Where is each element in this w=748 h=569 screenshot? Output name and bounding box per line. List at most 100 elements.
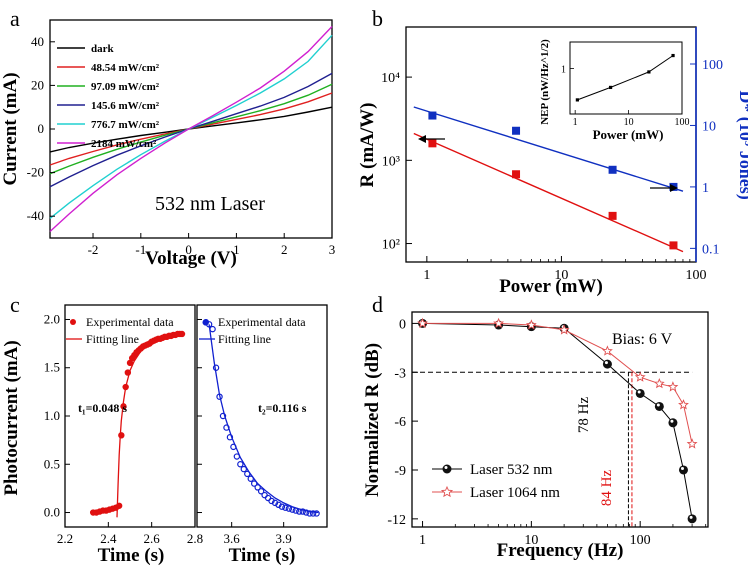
y-tick-label: 0 <box>38 121 45 136</box>
data-point-highlight <box>637 390 641 394</box>
x-axis-label-right: Time (s) <box>229 545 296 566</box>
legend-label: 2184 mW/cm² <box>91 138 157 150</box>
y-tick-label: 0.0 <box>44 505 60 520</box>
data-point-1064 <box>525 319 537 330</box>
panel-a: -2 -1 0 1 2 3 -40 -20 0 20 40 Voltage (V) Current … <box>0 19 336 269</box>
inset-point <box>608 85 613 90</box>
legend-fit-right: Fitting line <box>218 332 271 346</box>
x-tick-label: 100 <box>630 533 651 548</box>
inset-y-label: NEP (nW/Hz^1/2) <box>539 39 551 125</box>
x-tick-label: -2 <box>88 242 99 257</box>
series-line-0 <box>422 322 693 519</box>
x-tick-label: 3 <box>329 242 336 257</box>
legend-fit-left: Fitting line <box>86 332 139 346</box>
data-point <box>219 412 227 420</box>
y-tick-label: -6 <box>394 415 406 430</box>
x-tick-label: -1 <box>135 242 146 257</box>
y-tick-label: 20 <box>31 77 44 92</box>
data-point-1064 <box>558 324 570 335</box>
panel-label-a: a <box>10 6 20 31</box>
x-tick-label: 3.9 <box>276 531 292 546</box>
y-tick-label: -20 <box>27 165 44 180</box>
data-point-532 <box>654 401 664 411</box>
data-point-532 <box>602 359 612 369</box>
legend-label: 97.09 mW/cm² <box>91 81 160 93</box>
x-axis-label: Voltage (V) <box>145 248 237 269</box>
x-tick-label: 2 <box>281 242 288 257</box>
legend-532: Laser 532 nm <box>470 462 553 478</box>
data-point-R <box>608 211 617 220</box>
y2-tick-label: 1 <box>702 181 709 196</box>
data-point-532 <box>678 465 688 475</box>
x-axis-label: Frequency (Hz) <box>497 540 624 561</box>
x-tick-label: 0 <box>185 242 192 257</box>
y-axis-label: Photocurrent (mA) <box>1 340 22 495</box>
x-axis-label: Power (mW) <box>499 276 603 297</box>
inset-x-label: Power (mW) <box>593 127 664 142</box>
y2-tick-label: 100 <box>702 58 723 73</box>
y-tick-label: -12 <box>387 513 406 528</box>
y-tick-label: 1.0 <box>44 408 60 423</box>
x-tick-label: 2.4 <box>100 531 117 546</box>
y-tick-label: -9 <box>394 464 406 479</box>
legend-1064: Laser 1064 nm <box>470 485 560 501</box>
data-point-1064 <box>417 317 428 328</box>
legend-right: Experimental data Fitting line <box>199 315 306 346</box>
x-tick-label: 2.8 <box>187 531 203 546</box>
x-tick-label: 1 <box>233 242 240 257</box>
inset-x-tick-label: 100 <box>675 117 690 128</box>
data-point-highlight <box>656 403 660 407</box>
data-point-highlight <box>680 466 684 470</box>
x-tick-label: 2.6 <box>144 531 161 546</box>
data-point <box>299 508 306 515</box>
y-tick-label: 40 <box>31 34 44 49</box>
data-point <box>209 325 216 333</box>
series-line-5 <box>49 26 333 233</box>
data-point-1064 <box>601 345 613 356</box>
laser-annotation: 532 nm Laser <box>155 193 265 215</box>
x-axis-label-left: Time (s) <box>98 545 165 566</box>
legend-label: 48.54 mW/cm² <box>91 62 160 74</box>
data-point-D* <box>512 126 521 135</box>
data-point <box>118 432 125 439</box>
legend-exp-left: Experimental data <box>86 315 174 329</box>
data-point-D* <box>608 165 617 174</box>
data-point <box>257 488 265 495</box>
inset-plot: 1 10 100 1 Power (mW) NEP (nW/Hz^1/2) <box>539 39 690 142</box>
x-tick-label: 1 <box>423 268 430 283</box>
y-tick-label: 10⁴ <box>381 71 400 86</box>
x-tick-label: 10 <box>524 533 538 548</box>
tau2-annotation: t₂=0.116 s <box>258 401 307 415</box>
inset-point <box>575 98 579 102</box>
inset-line <box>577 55 674 101</box>
inset-point <box>671 53 675 58</box>
data-point-1064 <box>686 438 698 449</box>
inset-frame <box>569 41 683 115</box>
data-point-1064 <box>634 371 646 382</box>
data-point <box>240 465 247 473</box>
panel-label-d: d <box>372 292 383 317</box>
x-tick-label: 2.2 <box>57 531 73 546</box>
fit-line <box>208 324 319 514</box>
y-tick-label: 1.5 <box>44 360 60 375</box>
fit-line <box>116 333 185 518</box>
data-point <box>226 434 234 441</box>
data-point <box>313 510 320 517</box>
legend-exp-right: Experimental data <box>218 315 306 329</box>
data-point <box>303 509 310 516</box>
data-point <box>306 510 313 517</box>
y-tick-label: 2.0 <box>44 311 60 326</box>
plot-frame <box>411 311 709 528</box>
y-tick-label: 10² <box>382 238 400 253</box>
y2-tick-label: 10 <box>702 119 716 134</box>
data-point-1064 <box>654 378 665 389</box>
y-tick-label: -40 <box>27 208 44 223</box>
y-tick-label: 0 <box>399 317 406 332</box>
data-point-highlight <box>689 515 693 519</box>
data-point-532 <box>668 418 678 428</box>
data-point-highlight <box>604 361 608 365</box>
y-axis-label: Current (mA) <box>0 72 21 185</box>
x-tick-label: 3.6 <box>224 531 241 546</box>
data-point <box>285 505 293 512</box>
